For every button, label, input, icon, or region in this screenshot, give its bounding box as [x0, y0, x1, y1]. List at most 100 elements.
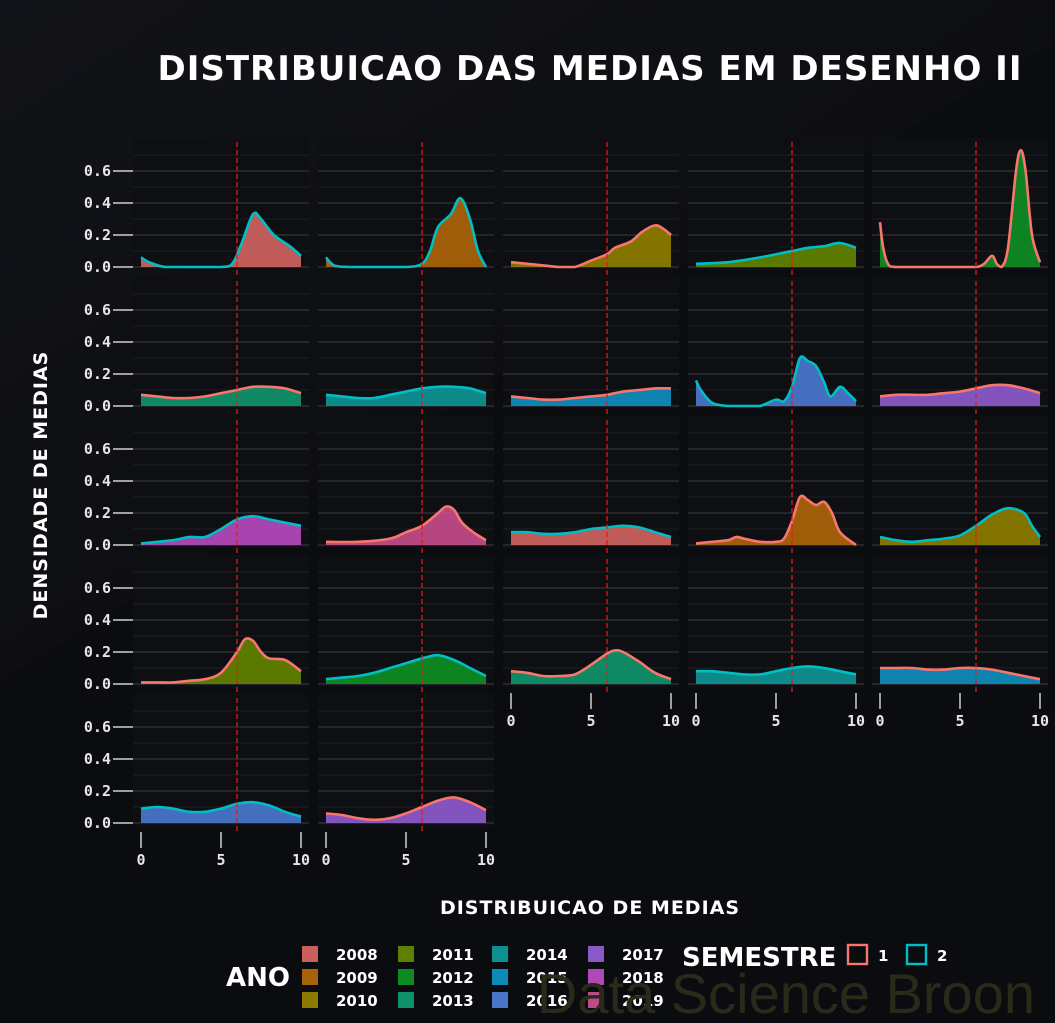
- panel-7: [318, 277, 494, 415]
- density-area-2009: [326, 198, 486, 267]
- legend-ano-item-2019: 2019: [588, 992, 664, 1010]
- legend-ano-item-2013: 2013: [398, 992, 474, 1010]
- facet-panels: 0.00.20.40.60.00.20.40.60.00.20.40.60.00…: [84, 138, 1049, 869]
- legend-swatch: [302, 969, 318, 985]
- panel-background: [688, 555, 864, 687]
- panel-12: [318, 416, 494, 554]
- legend-ano-item-2017: 2017: [588, 946, 664, 964]
- density-line-semestre-2: [325, 196, 488, 269]
- density-line-semestre-1: [510, 386, 672, 402]
- y-tick-label: 0.6: [84, 579, 111, 597]
- x-tick-label: 0: [691, 712, 700, 730]
- density-area-2009: [696, 495, 856, 545]
- y-tick-label: 0.2: [84, 643, 111, 661]
- panel-8: [503, 277, 679, 415]
- y-tick-label: 0.0: [84, 814, 111, 832]
- panel-16: 0.0 0.2 0.4 0.6: [84, 555, 309, 693]
- legend-ano-item-2016: 2016: [492, 992, 568, 1010]
- x-tick-label: 10: [1031, 712, 1049, 730]
- panel-14: [688, 416, 864, 554]
- density-area-2010: [880, 508, 1040, 545]
- density-area-2014: [696, 666, 856, 684]
- density-line-semestre-1: [140, 385, 302, 400]
- panel-background: [133, 694, 309, 826]
- density-line-semestre-2: [510, 524, 672, 539]
- density-area-2017: [880, 384, 1040, 406]
- panel-22: 0 5 10: [318, 694, 495, 869]
- legend-ano-item-2011: 2011: [398, 946, 474, 964]
- legend-swatch: [302, 946, 318, 962]
- legend-label: 2017: [622, 946, 664, 964]
- panel-background: [503, 416, 679, 548]
- legend-swatch: [905, 943, 928, 966]
- legend-label: 2018: [622, 969, 664, 987]
- y-tick-label: 0.0: [84, 397, 111, 415]
- y-axis-title: DENSIDADE DE MEDIAS: [30, 351, 52, 620]
- density-area-2018: [141, 516, 301, 545]
- y-tick-label: 0.6: [84, 162, 111, 180]
- x-tick-label: 0: [506, 712, 515, 730]
- panel-background: [872, 555, 1048, 687]
- density-line-semestre-1: [879, 383, 1041, 398]
- legend-label: 2013: [432, 992, 474, 1010]
- panel-2: [318, 138, 494, 276]
- x-tick-label: 5: [586, 712, 595, 730]
- legend-swatch: [492, 969, 508, 985]
- y-tick-label: 0.0: [84, 258, 111, 276]
- y-tick-label: 0.4: [84, 333, 111, 351]
- panel-5: [872, 138, 1048, 276]
- legend-swatch: [588, 969, 604, 985]
- density-line-semestre-2: [325, 653, 487, 681]
- x-tick-label: 10: [662, 712, 680, 730]
- legend-swatch: [588, 946, 604, 962]
- x-tick-label: 10: [477, 851, 495, 869]
- y-tick-label: 0.0: [84, 536, 111, 554]
- legend-label: 2008: [336, 946, 378, 964]
- legend-semestre-item-2: 2: [905, 943, 947, 966]
- density-area-2011: [141, 638, 301, 684]
- chart-title: DISTRIBUICAO DAS MEDIAS EM DESENHO II: [157, 49, 1022, 89]
- x-tick-label: 5: [771, 712, 780, 730]
- density-line-semestre-1: [878, 148, 1042, 269]
- legend-swatch: [588, 992, 604, 1008]
- y-tick-label: 0.4: [84, 472, 111, 490]
- y-tick-label: 0.2: [84, 226, 111, 244]
- y-tick-label: 0.4: [84, 750, 111, 768]
- density-line-semestre-1: [695, 494, 857, 547]
- panel-1: 0.0 0.2 0.4 0.6: [84, 138, 309, 276]
- x-tick-label: 0: [875, 712, 884, 730]
- panel-9: [688, 277, 864, 415]
- y-tick-label: 0.2: [84, 782, 111, 800]
- legend-ano-item-2010: 2010: [302, 992, 378, 1010]
- x-tick-label: 5: [401, 851, 410, 869]
- panel-21: 0.0 0.2 0.4 0.6 0 5 10: [84, 694, 310, 869]
- legend-label: 2011: [432, 946, 474, 964]
- panel-background: [503, 277, 679, 409]
- legend-label: 2: [937, 947, 947, 965]
- density-line-semestre-1: [325, 796, 487, 822]
- legend-ano-item-2008: 2008: [302, 946, 378, 964]
- panel-15: [872, 416, 1048, 554]
- y-tick-label: 0.6: [84, 718, 111, 736]
- panel-3: [503, 138, 679, 276]
- panel-4: [688, 138, 864, 276]
- panel-6: 0.0 0.2 0.4 0.6: [84, 277, 309, 415]
- y-tick-label: 0.2: [84, 365, 111, 383]
- legend-label: 2019: [622, 992, 664, 1010]
- legend-label: 2010: [336, 992, 378, 1010]
- density-area-2010: [511, 225, 671, 267]
- legend-label: 2009: [336, 969, 378, 987]
- x-tick-label: 5: [955, 712, 964, 730]
- y-tick-label: 0.6: [84, 301, 111, 319]
- legend-ano-item-2015: 2015: [492, 969, 568, 987]
- y-tick-label: 0.0: [84, 675, 111, 693]
- legend-swatch: [846, 943, 869, 966]
- density-area-2012: [326, 655, 486, 684]
- density-line-semestre-1: [510, 648, 672, 681]
- legend-swatch: [492, 992, 508, 1008]
- legend-swatch: [492, 946, 508, 962]
- y-tick-label: 0.4: [84, 194, 111, 212]
- density-area-2008: [141, 212, 301, 267]
